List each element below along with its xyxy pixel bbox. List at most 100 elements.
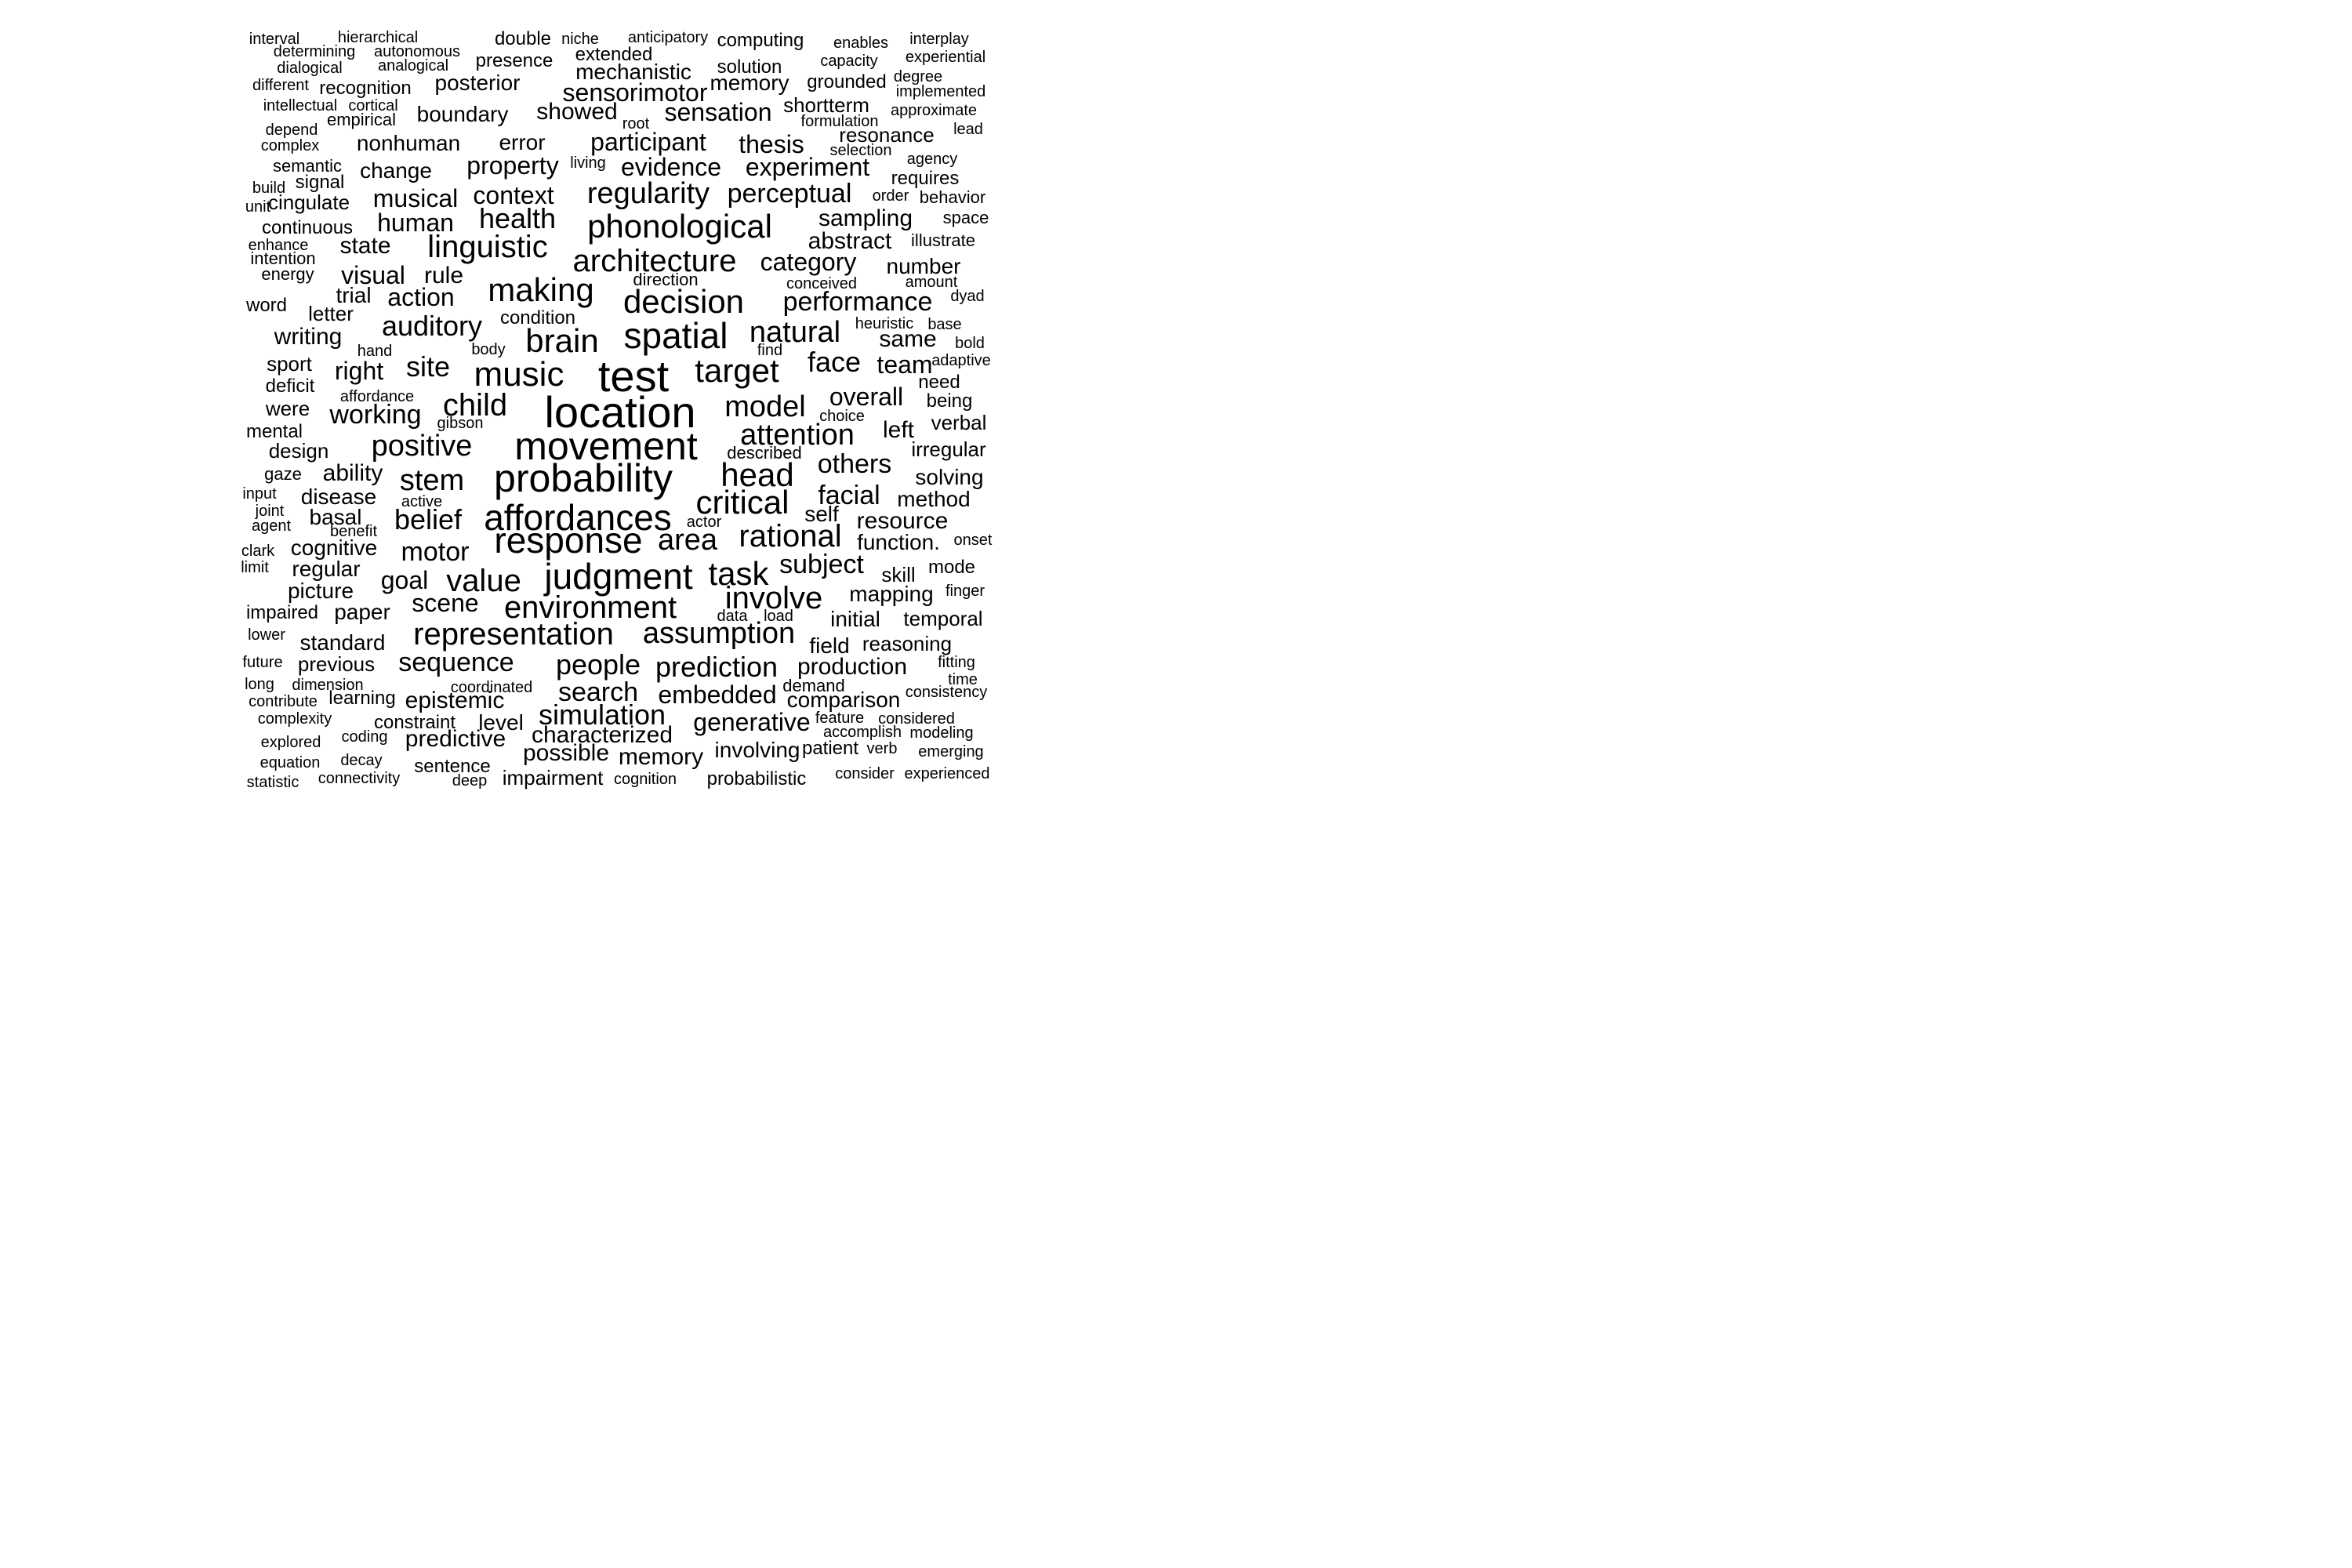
word-design: design xyxy=(268,439,329,463)
word-probabilistic: probabilistic xyxy=(706,768,807,789)
word-conceived: conceived xyxy=(786,275,858,292)
word-deficit: deficit xyxy=(265,376,315,397)
word-analogical: analogical xyxy=(377,57,449,74)
word-sport: sport xyxy=(267,352,312,376)
word-statistic: statistic xyxy=(246,774,299,791)
word-scene: scene xyxy=(412,589,479,617)
word-state: state xyxy=(339,233,391,259)
word-input: input xyxy=(242,485,277,503)
word-area: area xyxy=(657,524,718,557)
word-consider: consider xyxy=(835,765,895,782)
word-approximate: approximate xyxy=(890,102,978,119)
word-selection: selection xyxy=(829,142,892,159)
word-were: were xyxy=(265,397,310,420)
word-skill: skill xyxy=(881,563,916,586)
word-semantic: semantic xyxy=(272,156,343,176)
word-linguistic: linguistic xyxy=(427,230,548,264)
word-sensorimotor: sensorimotor xyxy=(562,78,708,107)
word-agent: agent xyxy=(251,517,292,535)
word-connectivity: connectivity xyxy=(318,770,401,787)
word-mapping: mapping xyxy=(849,582,934,606)
word-initial: initial xyxy=(830,607,880,631)
word-goal: goal xyxy=(380,566,429,594)
word-experienced: experienced xyxy=(904,765,990,782)
word-intellectual: intellectual xyxy=(263,97,338,114)
word-active: active xyxy=(401,493,443,510)
word-described: described xyxy=(727,443,802,463)
word-cognition: cognition xyxy=(613,771,677,788)
word-environment: environment xyxy=(503,590,677,625)
word-simulation: simulation xyxy=(538,699,666,731)
word-location: location xyxy=(544,387,696,437)
word-sequence: sequence xyxy=(398,648,514,677)
word-evidence: evidence xyxy=(620,153,722,181)
word-error: error xyxy=(499,130,546,154)
word-working: working xyxy=(329,400,422,430)
word-child: child xyxy=(442,388,508,423)
word-verbal: verbal xyxy=(931,411,987,434)
word-gibson: gibson xyxy=(437,415,484,432)
word-writing: writing xyxy=(274,324,343,350)
word-prediction: prediction xyxy=(655,651,779,683)
word-niche: niche xyxy=(561,31,599,48)
word-signal: signal xyxy=(295,172,345,193)
word-mechanistic: mechanistic xyxy=(575,60,691,84)
word-learning: learning xyxy=(328,688,396,709)
word-memory: memory xyxy=(618,744,704,770)
word-illustrate: illustrate xyxy=(911,230,975,250)
word-fitting: fitting xyxy=(938,654,975,671)
word-action: action xyxy=(387,283,455,311)
word-verb: verb xyxy=(866,740,898,757)
word-comparison: comparison xyxy=(786,688,901,712)
word-picture: picture xyxy=(287,579,354,603)
word-dialogical: dialogical xyxy=(277,60,343,77)
word-abstract: abstract xyxy=(808,228,892,254)
word-formulation: formulation xyxy=(800,113,879,130)
word-constraint: constraint xyxy=(373,712,456,733)
word-finger: finger xyxy=(945,583,985,600)
word-reasoning: reasoning xyxy=(862,632,953,655)
word-mode: mode xyxy=(927,557,976,578)
word-boundary: boundary xyxy=(416,102,509,126)
word-lower: lower xyxy=(248,626,285,644)
word-resonance: resonance xyxy=(839,123,935,147)
word-irregular: irregular xyxy=(911,437,986,461)
word-overall: overall xyxy=(829,383,904,411)
word-sampling: sampling xyxy=(818,205,913,231)
word-memory: memory xyxy=(710,71,789,95)
word-rule: rule xyxy=(423,263,464,289)
word-level: level xyxy=(478,710,524,735)
word-response: response xyxy=(494,520,643,561)
word-involve: involve xyxy=(724,581,823,615)
word-possible: possible xyxy=(522,740,610,766)
word-cortical: cortical xyxy=(348,97,398,114)
word-model: model xyxy=(724,390,806,423)
word-contribute: contribute xyxy=(249,693,318,710)
word-benefit: benefit xyxy=(329,523,378,540)
word-assumption: assumption xyxy=(642,617,796,650)
word-bold: bold xyxy=(955,335,985,352)
word-continuous: continuous xyxy=(261,217,354,238)
word-team: team xyxy=(877,350,933,379)
word-experiential: experiential xyxy=(905,49,986,66)
word-living: living xyxy=(570,154,606,172)
word-paper: paper xyxy=(334,600,390,624)
word-capacity: capacity xyxy=(820,53,878,70)
word-enhance: enhance xyxy=(248,237,309,254)
word-limit: limit xyxy=(241,559,269,576)
word-task: task xyxy=(708,555,769,592)
word-health: health xyxy=(478,202,557,234)
word-energy: energy xyxy=(261,264,314,284)
word-generative: generative xyxy=(693,708,811,736)
word-clark: clark xyxy=(241,543,275,560)
word-actor: actor xyxy=(686,514,722,531)
word-complex: complex xyxy=(260,137,320,154)
word-double: double xyxy=(494,28,552,49)
word-phonological: phonological xyxy=(587,208,772,245)
word-dyad: dyad xyxy=(950,288,985,305)
word-music: music xyxy=(474,355,564,394)
word-affordance: affordance xyxy=(339,388,415,405)
word-coding: coding xyxy=(341,728,388,746)
word-right: right xyxy=(334,357,384,385)
word-lead: lead xyxy=(953,121,983,138)
